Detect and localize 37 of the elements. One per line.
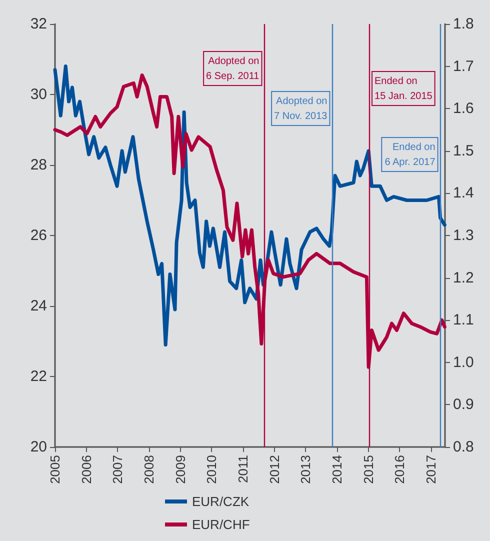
x-tick-label: 2017 — [423, 455, 438, 484]
y-tick-label: 24 — [30, 298, 47, 314]
y-tick-label: 20 — [30, 438, 47, 456]
y2-tick-label: 1.4 — [453, 184, 474, 202]
y2-tick-label: 1.2 — [453, 269, 474, 286]
x-tick-label: 2014 — [329, 455, 344, 484]
y-tick-label: 30 — [30, 86, 47, 103]
x-tick-label: 2008 — [141, 455, 156, 484]
legend-label: EUR/CZK — [192, 494, 250, 509]
x-tick-label: 2005 — [48, 455, 62, 484]
ref-line-label: Adopted on 7 Nov. 2013 — [274, 96, 328, 122]
y2-tick-label: 1.5 — [453, 142, 474, 160]
y2-tick-label: 1.8 — [453, 16, 474, 32]
x-tick-label: 2010 — [204, 455, 220, 484]
ref-line-label: Ended on 6 Apr. 2017 — [384, 142, 436, 168]
y2-tick-label: 1.1 — [453, 312, 474, 329]
x-tick-label: 2006 — [78, 455, 94, 484]
x-tick-label: 2012 — [266, 455, 282, 484]
x-tick-label: 2015 — [360, 455, 376, 484]
x-tick-label: 2009 — [172, 455, 188, 484]
y2-tick-label: 0.9 — [453, 396, 474, 414]
y2-tick-label: 0.8 — [453, 438, 474, 456]
y-tick-label: 22 — [30, 368, 47, 385]
ref-line-label: Adopted on 6 Sep. 2011 — [206, 56, 260, 82]
x-tick-label: 2016 — [392, 455, 408, 484]
x-tick-label: 2011 — [235, 455, 250, 483]
y-tick-label: 28 — [30, 156, 47, 174]
y-tick-label: 32 — [30, 16, 47, 32]
y2-tick-label: 1.6 — [453, 100, 474, 118]
x-tick-label: 2013 — [298, 455, 314, 484]
y2-tick-label: 1.0 — [453, 354, 474, 371]
y2-tick-label: 1.3 — [453, 227, 474, 244]
ref-line-label: Ended on 15 Jan. 2015 — [374, 76, 433, 102]
x-tick-label: 2007 — [110, 455, 126, 484]
legend-label: EUR/CHF — [192, 517, 250, 532]
y-tick-label: 26 — [30, 227, 47, 244]
y2-tick-label: 1.7 — [453, 58, 474, 75]
